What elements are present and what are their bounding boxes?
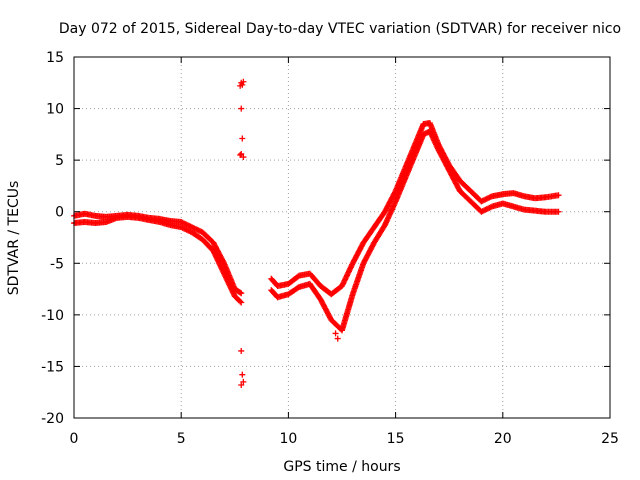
outlier-point xyxy=(332,330,339,337)
outlier-point xyxy=(334,335,341,342)
data-point xyxy=(238,299,245,306)
y-tick-label: 5 xyxy=(55,153,64,169)
data-point xyxy=(555,192,562,199)
data-point-marker xyxy=(237,289,244,296)
y-tick-label: -15 xyxy=(41,359,64,375)
outlier-point xyxy=(238,150,245,157)
data-points xyxy=(71,78,562,388)
data-point xyxy=(555,208,562,215)
outlier-point xyxy=(238,381,245,388)
outlier-point xyxy=(239,371,246,378)
grid xyxy=(74,57,610,418)
y-tick-label: 0 xyxy=(55,205,64,221)
x-tick-label: 5 xyxy=(177,431,186,447)
outlier-point xyxy=(239,135,246,142)
x-tick-label: 0 xyxy=(70,431,79,447)
axis-ticks: 0 5 10 15 20 25 -20 -15 -10 -5 0 5 10 15 xyxy=(41,50,619,447)
outlier-point xyxy=(238,105,245,112)
y-axis-label: SDTVAR / TECUs xyxy=(6,181,22,296)
y-tick-label: 15 xyxy=(46,50,64,66)
outlier-point xyxy=(240,78,247,85)
data-point xyxy=(238,290,245,297)
outlier-point xyxy=(240,154,247,161)
plot-frame xyxy=(73,56,611,419)
y-tick-label: -5 xyxy=(50,256,64,272)
y-tick-label: 10 xyxy=(46,102,64,118)
x-tick-label: 25 xyxy=(601,431,619,447)
data-point-marker xyxy=(237,298,244,305)
x-tick-label: 15 xyxy=(387,431,405,447)
outlier-point xyxy=(240,378,247,385)
y-tick-label: -10 xyxy=(41,308,64,324)
chart-title: Day 072 of 2015, Sidereal Day-to-day VTE… xyxy=(59,21,621,37)
y-tick-label: -20 xyxy=(41,411,64,427)
x-tick-label: 20 xyxy=(494,431,512,447)
x-tick-label: 10 xyxy=(279,431,297,447)
outlier-point xyxy=(238,347,245,354)
outlier-point xyxy=(237,151,244,158)
x-axis-label: GPS time / hours xyxy=(283,459,400,475)
outlier-point xyxy=(237,82,244,89)
